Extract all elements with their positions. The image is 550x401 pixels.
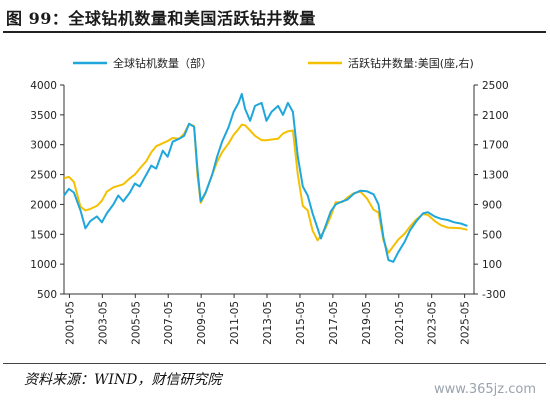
y-left-tick-label: 3500: [30, 110, 57, 122]
source-rule: [3, 363, 546, 364]
y-left-tick-label: 1500: [30, 229, 57, 241]
chart-legend: 全球钻机数量（部） 活跃钻井数量:美国(座,右): [73, 56, 474, 70]
y-right-tick-label: 1300: [482, 170, 509, 182]
x-tick-label: 2017-05: [328, 301, 340, 345]
x-tick-label: 2019-05: [361, 301, 373, 345]
y-right-tick-label: 500: [482, 229, 502, 241]
x-tick-label: 2013-05: [262, 301, 274, 345]
x-tick-label: 2021-05: [394, 301, 406, 345]
us-active-rigs-line: [63, 122, 468, 254]
y-left-tick-label: 4000: [30, 80, 57, 92]
chart-axes: 500 1000 1500 2000 2500 3000 3500 4000 -300 100 50…: [30, 80, 508, 345]
x-tick-label: 2003-05: [97, 301, 109, 345]
x-tick-label: 2015-05: [295, 301, 307, 345]
y-left-tick-label: 500: [37, 289, 57, 301]
y-right-tick-label: -300: [482, 289, 506, 301]
x-tick-label: 2005-05: [130, 301, 142, 345]
x-tick-label: 2007-05: [163, 301, 175, 345]
x-tick-label: 2001-05: [64, 301, 76, 345]
y-right-tick-label: 900: [482, 199, 502, 211]
y-left-tick-label: 3000: [30, 140, 57, 152]
x-tick-label: 2023-05: [427, 301, 439, 345]
legend-item-us-active-rigs-label: 活跃钻井数量:美国(座,右): [348, 56, 474, 70]
y-left-tick-label: 2500: [30, 170, 57, 182]
series-layer: [63, 93, 468, 263]
source-note: 资料来源：WIND，财信研究院: [24, 372, 222, 388]
y-right-tick-label: 1700: [482, 140, 509, 152]
x-tick-label: 2025-05: [460, 301, 472, 345]
y-right-tick-label: 2100: [482, 110, 509, 122]
figure-title: 图 99：全球钻机数量和美国活跃钻井数量: [6, 9, 316, 28]
title-rule: [3, 31, 546, 33]
x-tick-label: 2011-05: [229, 301, 241, 345]
y-right-tick-label: 100: [482, 259, 502, 271]
y-left-tick-label: 1000: [30, 259, 57, 271]
y-left-tick-label: 2000: [30, 199, 57, 211]
watermark-text: www.365jz.com: [434, 382, 536, 397]
legend-item-global-rig-count-label: 全球钻机数量（部）: [113, 56, 212, 70]
x-tick-label: 2009-05: [196, 301, 208, 345]
y-right-tick-label: 2500: [482, 80, 509, 92]
global-rig-count-line: [63, 93, 468, 263]
